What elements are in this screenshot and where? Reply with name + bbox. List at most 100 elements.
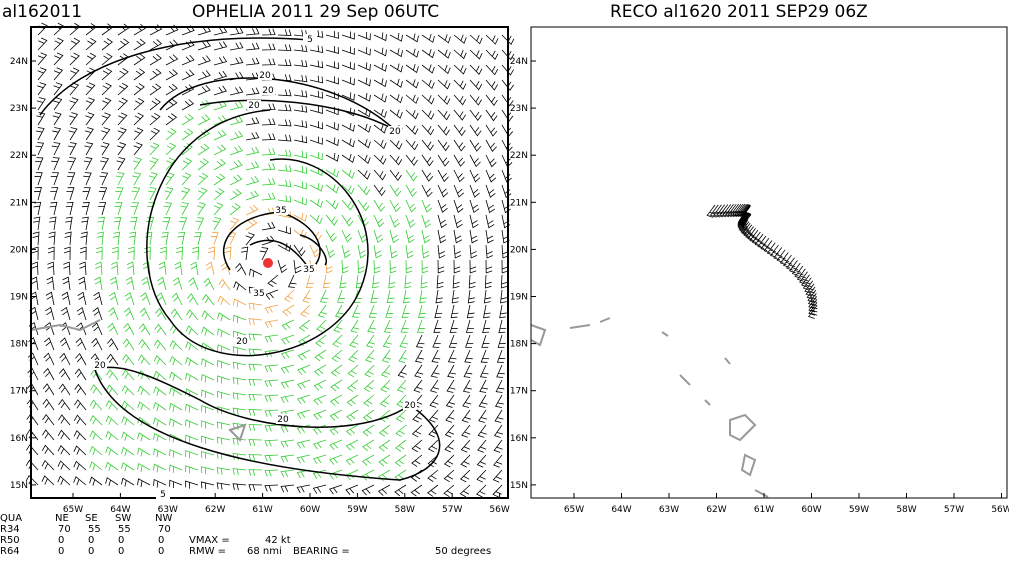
- wind-barb: [74, 399, 87, 411]
- wind-barb: [449, 319, 458, 333]
- wind-barb: [405, 139, 419, 151]
- wind-barb: [385, 304, 394, 318]
- table-cell: 55: [118, 524, 131, 535]
- wind-barb: [57, 444, 71, 456]
- wind-barb: [245, 176, 260, 186]
- wind-barb: [281, 334, 295, 345]
- wind-barb: [73, 414, 87, 426]
- wind-barb: [493, 424, 504, 438]
- wind-barb: [149, 157, 159, 171]
- wind-barb: [479, 364, 489, 378]
- lat-label: 21N: [10, 198, 28, 208]
- wind-barb: [293, 90, 308, 98]
- wind-barb: [89, 430, 103, 441]
- wind-barb: [389, 154, 403, 166]
- wind-barb: [293, 150, 308, 159]
- wind-barb: [453, 139, 466, 152]
- wind-barb: [309, 198, 323, 208]
- wind-barb: [485, 34, 499, 45]
- wind-barb: [325, 244, 336, 259]
- wind-barb: [367, 319, 377, 333]
- wind-barb: [277, 59, 292, 67]
- wind-barb: [42, 383, 55, 396]
- wind-barb: [50, 187, 59, 201]
- wind-barb: [453, 184, 465, 198]
- wind-barb: [133, 53, 146, 66]
- wind-barb: [58, 398, 71, 411]
- wind-barb: [78, 276, 87, 291]
- wind-barb: [325, 76, 339, 85]
- wind-barb: [53, 97, 63, 111]
- lat-label: 18N: [10, 340, 28, 350]
- wind-barb: [280, 394, 295, 404]
- wind-barb: [325, 137, 339, 147]
- wind-barb: [280, 469, 295, 478]
- wind-barb: [105, 461, 119, 471]
- wind-barb: [141, 276, 151, 291]
- lon-label: 58W: [395, 505, 415, 515]
- wind-barb: [357, 92, 371, 102]
- wind-barb: [124, 291, 135, 306]
- wind-barb: [309, 90, 324, 99]
- wind-barb: [416, 319, 426, 333]
- wind-barb: [101, 97, 112, 111]
- wind-barb: [81, 216, 89, 231]
- wind-barb: [496, 364, 505, 378]
- wind-barb: [121, 400, 135, 411]
- wind-barb: [429, 379, 440, 393]
- wind-barb: [448, 334, 458, 348]
- wind-barb: [245, 218, 258, 231]
- wind-barb: [73, 460, 87, 471]
- wind-barb: [405, 199, 417, 213]
- wind-barb: [63, 246, 71, 261]
- wind-barb: [325, 184, 339, 194]
- wind-barb: [373, 214, 385, 228]
- wind-barb: [280, 349, 295, 360]
- wind-barb: [421, 64, 435, 74]
- lat-label: 19N: [10, 293, 28, 303]
- wind-barb: [232, 377, 247, 385]
- wind-barb: [329, 394, 343, 406]
- wind-barb: [35, 127, 45, 141]
- wind-barb: [485, 259, 493, 274]
- label-bg: [388, 126, 402, 136]
- wind-barb: [229, 27, 244, 36]
- wind-barb: [329, 454, 343, 465]
- wind-barb: [245, 146, 260, 156]
- wind-barb: [245, 190, 259, 201]
- wind-barb: [346, 394, 359, 407]
- wind-barb: [261, 28, 276, 36]
- wind-barb: [125, 276, 135, 291]
- lon-label: 61W: [252, 505, 272, 515]
- wind-barb: [64, 231, 72, 246]
- wind-barb: [248, 469, 263, 476]
- wind-barb: [53, 82, 63, 96]
- wind-barb: [185, 357, 199, 367]
- wind-barb: [399, 334, 409, 348]
- wind-barb: [59, 352, 71, 366]
- wind-barb: [452, 274, 460, 289]
- wind-barb: [405, 184, 417, 197]
- wind-barb: [107, 322, 119, 336]
- wind-barb: [389, 184, 402, 197]
- wind-barb: [196, 202, 206, 216]
- wind-barb: [248, 318, 263, 326]
- wind-barb: [331, 349, 343, 363]
- wind-barb: [309, 182, 323, 192]
- wind-barb: [112, 246, 119, 261]
- wind-barb: [443, 469, 455, 483]
- wind-barb: [245, 117, 260, 126]
- wind-barb: [264, 304, 279, 314]
- wind-barb: [451, 289, 460, 304]
- lon-label: 64W: [611, 505, 631, 515]
- wind-barb: [213, 202, 224, 216]
- wind-barb: [213, 100, 227, 111]
- wind-barb: [68, 112, 79, 126]
- wind-barb: [149, 127, 161, 141]
- wind-barb: [293, 120, 308, 128]
- wind-barb: [315, 334, 327, 347]
- wind-barb: [421, 109, 435, 120]
- wind-barb: [421, 94, 435, 105]
- wind-barb: [382, 334, 392, 348]
- contour: [39, 37, 311, 116]
